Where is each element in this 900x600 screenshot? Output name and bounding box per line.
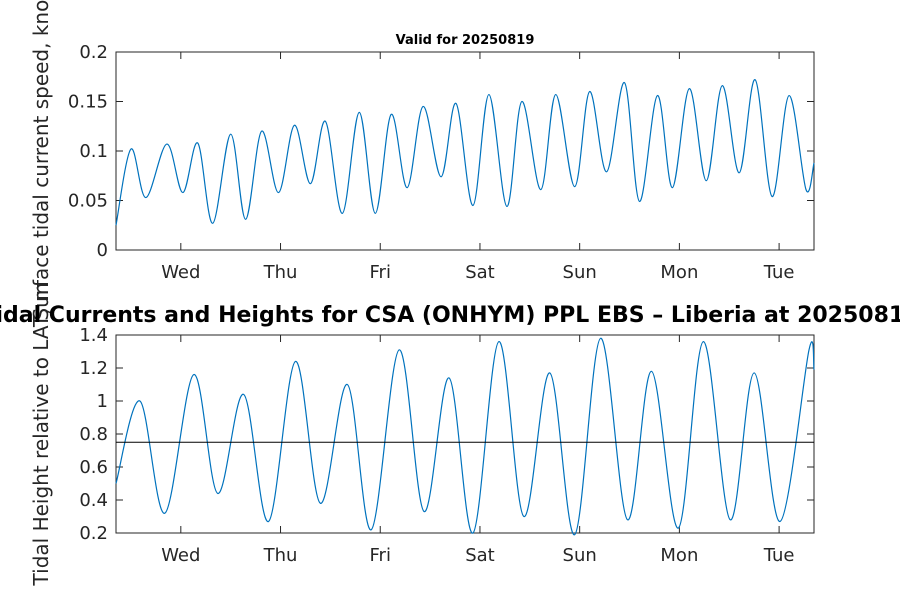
current-xtick-label: Mon <box>660 262 698 283</box>
height-ytick-label: 1.4 <box>79 325 108 346</box>
height-y-ticks: 0.2 0.4 0.6 0.8 1 1.2 1.4 <box>79 325 814 544</box>
height-xtick-label: Sun <box>563 545 597 566</box>
current-ytick-label: 0.1 <box>79 141 108 162</box>
height-ytick-label: 0.4 <box>79 490 108 511</box>
height-x-ticks: Wed Thu Fri Sat Sun Mon Tue <box>161 335 794 566</box>
tidal-height-axes: 0.2 0.4 0.6 0.8 1 1.2 1.4 Wed Thu Fri Sat Sun Mon Tu… <box>29 283 815 587</box>
current-speed-line <box>115 79 815 226</box>
height-xtick-label: Fri <box>370 545 391 566</box>
height-ytick-label: 0.6 <box>79 457 108 478</box>
current-xtick-label: Sat <box>465 262 495 283</box>
current-ytick-label: 0.05 <box>68 191 108 212</box>
height-ytick-label: 1.2 <box>79 358 108 379</box>
current-ytick-label: 0.2 <box>79 42 108 63</box>
height-xtick-label: Thu <box>263 545 298 566</box>
current-xtick-label: Sun <box>563 262 597 283</box>
height-xtick-label: Wed <box>161 545 200 566</box>
current-y-ticks: 0 0.05 0.1 0.15 0.2 <box>68 42 814 261</box>
height-xtick-label: Sat <box>465 545 495 566</box>
current-ytick-label: 0 <box>97 240 108 261</box>
current-y-label: Surface tidal current speed, knots <box>29 0 53 321</box>
main-title: Tidal Currents and Heights for CSA (ONHY… <box>0 303 900 328</box>
current-ytick-label: 0.15 <box>68 92 108 113</box>
current-xtick-label: Thu <box>263 262 298 283</box>
current-xtick-label: Tue <box>763 262 795 283</box>
height-xtick-label: Tue <box>763 545 795 566</box>
height-xtick-label: Mon <box>660 545 698 566</box>
current-x-ticks: Wed Thu Fri Sat Sun Mon Tue <box>161 52 794 283</box>
current-plot-area <box>115 51 815 251</box>
current-xtick-label: Fri <box>370 262 391 283</box>
valid-date-title: Valid for 20250819 <box>396 33 535 48</box>
current-xtick-label: Wed <box>161 262 200 283</box>
height-y-label: Tidal Height relative to LAT, m <box>29 283 53 587</box>
height-ytick-label: 0.8 <box>79 424 108 445</box>
tidal-height-line <box>115 337 815 536</box>
height-ytick-label: 1 <box>97 391 108 412</box>
current-speed-axes: 0 0.05 0.1 0.15 0.2 Wed Thu Fri Sat Sun Mon Tue Va… <box>29 0 815 321</box>
height-ytick-label: 0.2 <box>79 523 108 544</box>
